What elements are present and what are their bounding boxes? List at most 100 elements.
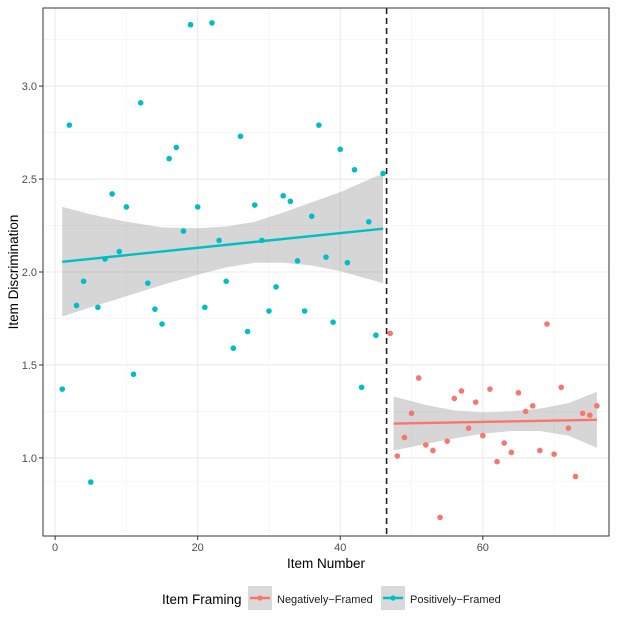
data-point [401,434,408,441]
data-point [544,321,550,327]
data-point [316,122,322,128]
fit-line [62,227,384,263]
data-point [437,514,443,521]
data-point [209,20,215,26]
data-point [123,204,130,210]
data-point [415,375,422,381]
data-point [501,440,508,446]
trend-lines [62,227,597,425]
legend-title: Item Framing [162,592,242,607]
data-point [351,166,358,173]
data-point [337,146,344,153]
data-point [251,202,258,208]
data-point [422,442,429,448]
fit-line [393,418,597,425]
data-point [408,410,415,417]
data-points [59,20,600,521]
y-axis: 1.0 1.5 2.0 2.5 3.0 [22,81,43,465]
data-point [301,308,308,314]
data-point [194,204,201,210]
data-point [230,345,237,352]
x-axis: 0 20 40 60 [52,536,489,554]
y-tick-label: 2.0 [22,267,37,279]
data-point [529,403,536,409]
data-point [551,451,557,457]
data-point [116,248,123,255]
data-point [572,473,579,480]
data-point [430,447,436,454]
data-point [373,332,379,339]
data-point [73,302,80,309]
data-point [487,386,493,392]
data-point [515,390,522,396]
legend-key-point [390,595,396,601]
data-point [558,384,565,391]
data-point [202,304,208,311]
major-gridlines [43,8,609,536]
data-point [216,237,222,244]
data-point [294,258,301,264]
data-point [95,304,101,311]
y-axis-title: Item Discrimination [6,215,21,330]
data-point [472,399,479,405]
data-point [451,395,458,402]
x-tick-label: 40 [334,542,346,554]
data-point [259,237,265,244]
data-point [152,306,158,312]
data-point [273,284,279,290]
data-point [579,410,586,417]
y-tick-label: 2.5 [22,174,37,186]
data-point [280,192,287,199]
data-point [444,438,450,444]
legend-label-positively-framed: Positively−Framed [410,594,501,606]
data-point [144,280,151,286]
data-point [159,321,165,327]
legend-key-negatively-framed [248,586,272,610]
data-point [102,256,108,262]
data-point [380,170,386,177]
data-point [323,254,329,260]
data-point [87,479,94,485]
data-point [166,155,172,162]
data-point [522,408,529,415]
data-point [508,449,515,456]
data-point [387,330,393,337]
data-point [344,259,351,266]
data-point [330,319,336,325]
y-tick-label: 3.0 [22,81,37,93]
legend-key-point [257,595,263,601]
y-tick-label: 1.0 [22,453,37,465]
data-point [287,198,294,205]
data-point [537,447,543,454]
x-tick-label: 0 [52,542,58,554]
legend-key-positively-framed [381,586,405,610]
data-point [109,191,115,197]
data-point [565,425,572,431]
data-point [66,122,73,128]
data-point [465,425,472,431]
data-point [266,308,272,314]
data-point [494,458,500,465]
data-point [59,386,66,392]
data-point [223,278,230,285]
data-point [308,213,315,220]
data-point [458,388,465,394]
data-point [480,432,486,439]
data-point [237,133,244,140]
x-axis-title: Item Number [287,556,366,571]
data-point [365,219,372,225]
data-point [594,403,600,409]
y-tick-label: 1.5 [22,360,37,372]
data-point [180,228,187,234]
x-tick-label: 20 [192,542,204,554]
data-point [358,384,365,391]
data-point [137,100,144,106]
data-point [586,412,593,418]
legend-label-negatively-framed: Negatively−Framed [277,594,373,606]
x-tick-label: 60 [477,542,489,554]
data-point [130,371,137,378]
data-point [80,278,87,285]
data-point [244,328,251,335]
data-point [173,144,180,151]
